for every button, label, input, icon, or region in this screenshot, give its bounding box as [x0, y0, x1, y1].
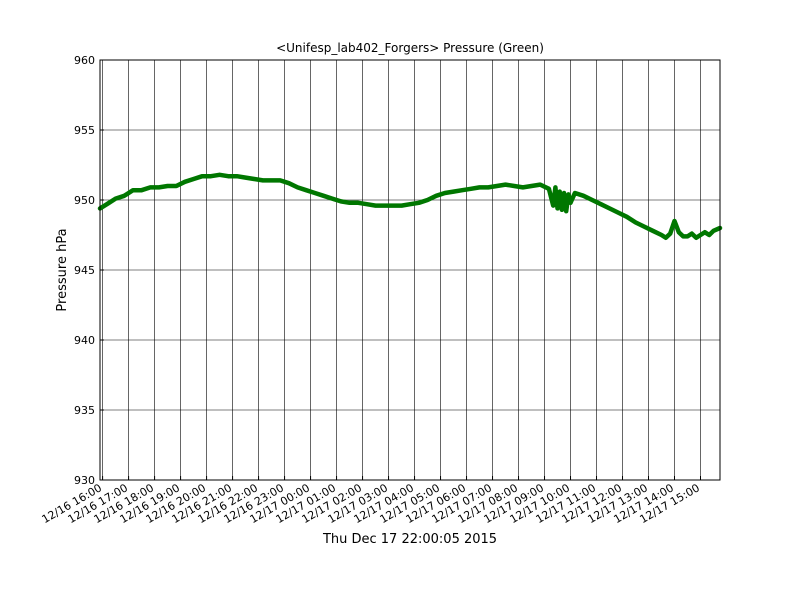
y-tick-label: 955	[74, 124, 95, 137]
x-axis-label: Thu Dec 17 22:00:05 2015	[322, 532, 497, 547]
y-tick-label: 945	[74, 264, 95, 277]
y-tick-label: 930	[74, 474, 95, 487]
y-tick-label: 950	[74, 194, 95, 207]
y-tick-label: 940	[74, 334, 95, 347]
chart-title: <Unifesp_lab402_Forgers> Pressure (Green…	[276, 41, 544, 55]
plot-area	[97, 172, 723, 241]
grid-lines	[100, 59, 720, 481]
series-line-pressure	[97, 172, 723, 241]
y-axis-ticks: 930 935 940 945 950 955 960	[74, 54, 104, 487]
y-axis-label: Pressure hPa	[55, 228, 70, 311]
y-tick-label: 960	[74, 54, 95, 67]
y-tick-label: 935	[74, 404, 95, 417]
